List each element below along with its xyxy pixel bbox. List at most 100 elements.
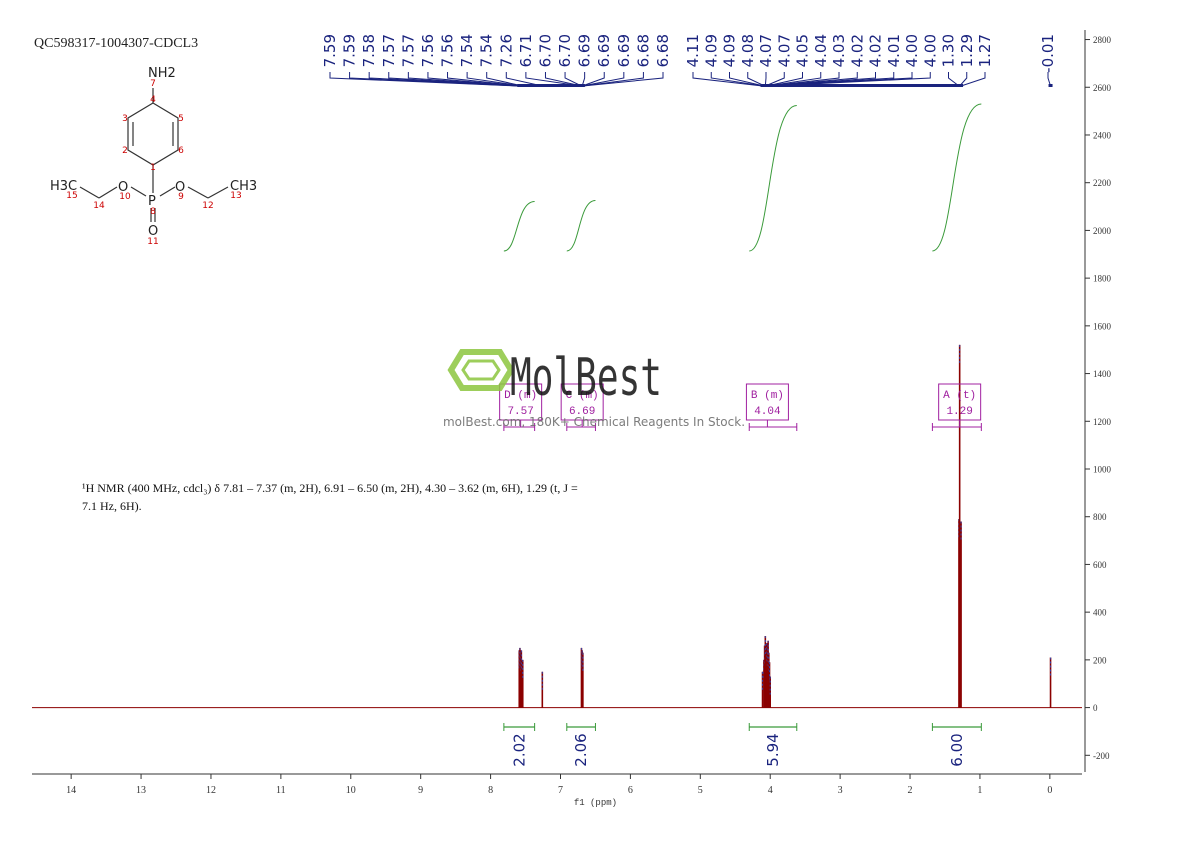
peak-leader <box>766 72 803 87</box>
integral-label: 6.00 <box>948 733 966 766</box>
integral-label: 5.94 <box>764 733 782 766</box>
y-tick-label: 200 <box>1093 655 1107 665</box>
multiplet-name: A (t) <box>943 390 976 402</box>
peak-leader <box>747 72 765 87</box>
peak-leader <box>427 72 522 87</box>
x-tick-label: 10 <box>346 785 356 796</box>
peak-label: 4.09 <box>702 34 720 67</box>
peak-label: 4.05 <box>794 34 812 67</box>
y-tick-label: 1800 <box>1093 274 1112 284</box>
peak-label: 6.70 <box>536 34 554 67</box>
y-tick-label: 1400 <box>1093 369 1112 379</box>
peak-label: 7.59 <box>341 34 359 67</box>
peak-label: 4.09 <box>721 34 739 67</box>
molecule <box>79 88 229 222</box>
atom-number: 8 <box>150 207 156 217</box>
atom: O <box>148 224 158 239</box>
atom-number: 11 <box>147 237 158 247</box>
atom-number: 7 <box>150 79 156 89</box>
peak-leader <box>582 72 664 87</box>
peak-leader <box>692 72 763 87</box>
multiplet-shift: 7.57 <box>507 406 533 418</box>
peak-label: 4.01 <box>885 34 903 67</box>
atom-number: 14 <box>93 201 105 211</box>
peak-leader <box>525 72 581 87</box>
peak-leader <box>564 72 582 87</box>
peak-label: 4.00 <box>921 34 939 67</box>
x-tick-label: 1 <box>977 785 982 796</box>
peak-label: 6.68 <box>634 34 652 67</box>
watermark-tagline: molBest.com, 180K+ Chemical Reagents In … <box>443 415 745 429</box>
peak-label: 7.56 <box>439 34 457 67</box>
peak-leader <box>948 72 960 87</box>
peak-cluster-mark <box>760 84 964 87</box>
description-line: ¹H NMR (400 MHz, cdcl₃) δ 7.81 – 7.37 (m… <box>82 481 578 495</box>
x-tick-label: 0 <box>1047 785 1052 796</box>
peak-label: 6.70 <box>556 34 574 67</box>
peak-leader <box>764 72 767 87</box>
x-tick-label: 7 <box>558 785 563 796</box>
peak-label: 4.08 <box>739 34 757 67</box>
multiplet-name: C (m) <box>566 390 599 402</box>
bond <box>79 186 100 199</box>
x-tick-label: 4 <box>768 785 773 796</box>
y-tick-label: 800 <box>1093 512 1107 522</box>
watermark: MolBest molBest.com, 180K+ Chemical Reag… <box>443 348 745 429</box>
x-tick-label: 2 <box>908 785 913 796</box>
x-tick-label: 12 <box>206 785 216 796</box>
atom: CH3 <box>230 179 257 194</box>
peak-leader <box>407 72 521 87</box>
y-tick-label: 1600 <box>1093 321 1112 331</box>
bond <box>207 186 229 199</box>
atom-number: 1 <box>150 163 156 173</box>
sample-title: QC598317-1004307-CDCL3 <box>34 36 198 51</box>
atom: H3C <box>50 179 77 194</box>
x-tick-label: 3 <box>838 785 843 796</box>
peak-label: 7.26 <box>497 34 515 67</box>
y-tick-label: 600 <box>1093 560 1107 570</box>
integral-curve <box>503 201 535 252</box>
bond <box>130 186 147 197</box>
x-tick-label: 9 <box>418 785 423 796</box>
atom-number: 4 <box>150 95 156 105</box>
peak-label: 4.03 <box>830 34 848 67</box>
atom-number: 10 <box>119 192 131 202</box>
peak-label: 6.69 <box>595 34 613 67</box>
peak-leader <box>581 72 586 87</box>
integral-curve <box>749 104 797 252</box>
atom-number: 2 <box>122 146 128 156</box>
peak-label: 6.69 <box>615 34 633 67</box>
peak-leader <box>581 72 605 87</box>
peak-label: 4.00 <box>903 34 921 67</box>
watermark-brand: MolBest <box>510 348 662 408</box>
peak-label: 7.57 <box>399 34 417 67</box>
atom: O <box>175 180 185 195</box>
x-tick-label: 6 <box>628 785 633 796</box>
peak-leader <box>466 72 523 87</box>
peak-label: 4.07 <box>775 34 793 67</box>
x-tick-label: 8 <box>488 785 493 796</box>
bond <box>187 186 209 199</box>
y-tick-label: 0 <box>1093 703 1098 713</box>
integral-label: 2.06 <box>572 733 590 766</box>
integral-label: 2.02 <box>510 733 528 766</box>
multiplet-shift: 6.69 <box>569 406 595 418</box>
peak-leader <box>960 72 986 87</box>
peak-leader <box>1047 72 1052 87</box>
peak-label: 7.56 <box>419 34 437 67</box>
peak-label: 1.27 <box>976 34 994 67</box>
integral-curve <box>932 103 982 252</box>
atom-number: 9 <box>178 192 184 202</box>
peak-leader <box>768 72 840 87</box>
multiplet-shift: 4.04 <box>754 406 781 418</box>
y-tick-label: 2200 <box>1093 178 1112 188</box>
y-tick-label: 400 <box>1093 608 1107 618</box>
description: ¹H NMR (400 MHz, cdcl₃) δ 7.81 – 7.37 (m… <box>82 481 578 513</box>
multiplet-shift: 1.29 <box>946 406 972 418</box>
peak-leader <box>959 72 968 87</box>
peak-label: 6.68 <box>654 34 672 67</box>
peak-label: 7.54 <box>458 34 476 67</box>
peak-leader <box>765 72 785 87</box>
y-tick-label: 2600 <box>1093 83 1112 93</box>
